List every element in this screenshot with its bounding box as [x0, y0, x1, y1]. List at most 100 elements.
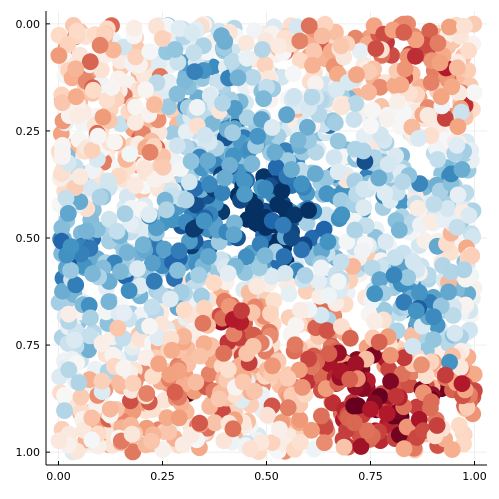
- data-point: [352, 438, 370, 455]
- data-point: [124, 375, 142, 392]
- data-point: [332, 253, 350, 271]
- data-point: [425, 308, 442, 326]
- data-point: [318, 322, 336, 339]
- data-point: [53, 219, 71, 237]
- data-point: [370, 169, 388, 187]
- data-point: [185, 44, 203, 62]
- data-point: [71, 193, 89, 211]
- data-point: [255, 90, 272, 108]
- data-point: [169, 54, 187, 71]
- data-point: [70, 374, 88, 391]
- data-point: [127, 98, 144, 116]
- data-point: [246, 22, 263, 40]
- data-point: [377, 233, 395, 251]
- data-point: [256, 56, 274, 74]
- data-point: [441, 18, 458, 36]
- data-point: [421, 22, 439, 40]
- data-point: [56, 402, 73, 419]
- data-point: [115, 359, 133, 377]
- data-point: [69, 107, 87, 125]
- data-point: [262, 305, 279, 322]
- data-point: [284, 65, 302, 83]
- data-point: [191, 347, 209, 365]
- data-point: [326, 114, 344, 132]
- data-point: [465, 84, 483, 102]
- data-point: [425, 195, 443, 213]
- data-point: [190, 266, 208, 284]
- data-point: [59, 205, 77, 222]
- x-tick-label: 1.00: [462, 470, 487, 483]
- data-point: [318, 185, 336, 203]
- data-point: [303, 88, 321, 106]
- data-point: [195, 212, 213, 230]
- data-point: [379, 155, 397, 173]
- data-point: [303, 421, 320, 439]
- data-point: [378, 405, 396, 422]
- data-point: [236, 185, 254, 203]
- data-point: [83, 141, 101, 159]
- data-point: [175, 328, 193, 345]
- data-point: [362, 400, 379, 418]
- data-point: [269, 196, 287, 213]
- y-tick-label: 0.25: [16, 125, 41, 138]
- data-point: [213, 184, 231, 202]
- data-point: [108, 222, 126, 240]
- data-point: [195, 299, 213, 317]
- data-point: [243, 155, 261, 173]
- data-point: [286, 206, 303, 224]
- data-point: [256, 247, 274, 265]
- y-tick-label: 0.75: [16, 339, 41, 352]
- data-point: [351, 42, 369, 60]
- data-point: [287, 316, 305, 334]
- data-point: [104, 41, 122, 59]
- data-point: [166, 41, 184, 58]
- data-point: [333, 206, 351, 224]
- data-point: [280, 285, 298, 303]
- data-point: [263, 119, 281, 136]
- data-point: [196, 126, 214, 144]
- data-point: [127, 48, 144, 66]
- data-point: [389, 93, 406, 111]
- data-point: [129, 260, 146, 278]
- data-point: [395, 349, 413, 367]
- data-point: [419, 107, 437, 124]
- y-tick-label: 0.00: [16, 18, 41, 31]
- data-point: [56, 386, 73, 404]
- data-point: [216, 169, 234, 187]
- data-point: [60, 305, 77, 323]
- data-point: [155, 240, 173, 258]
- data-point: [100, 210, 118, 228]
- data-point: [99, 172, 117, 190]
- data-point: [134, 236, 152, 254]
- data-point: [429, 151, 447, 168]
- data-point: [71, 168, 89, 185]
- data-point: [444, 307, 462, 324]
- data-point: [72, 388, 90, 406]
- data-point: [50, 47, 68, 64]
- data-point: [271, 420, 288, 438]
- data-point: [140, 206, 158, 223]
- data-point: [170, 409, 188, 427]
- data-point: [80, 341, 97, 359]
- data-point: [394, 173, 412, 191]
- data-point: [265, 292, 283, 309]
- data-point: [387, 387, 405, 405]
- data-point: [154, 158, 172, 176]
- data-point: [177, 191, 195, 209]
- data-point: [443, 441, 461, 458]
- data-point: [371, 271, 389, 289]
- data-point: [446, 324, 464, 342]
- data-point: [201, 176, 218, 193]
- data-point: [379, 110, 396, 128]
- data-point: [407, 31, 425, 49]
- data-point: [93, 335, 111, 352]
- data-point: [407, 302, 425, 320]
- data-point: [246, 382, 263, 400]
- data-point: [175, 301, 193, 319]
- data-point: [307, 75, 324, 93]
- data-point: [283, 161, 300, 178]
- data-point: [91, 188, 109, 206]
- data-point: [229, 69, 247, 87]
- data-point: [116, 205, 134, 223]
- data-point: [118, 244, 136, 261]
